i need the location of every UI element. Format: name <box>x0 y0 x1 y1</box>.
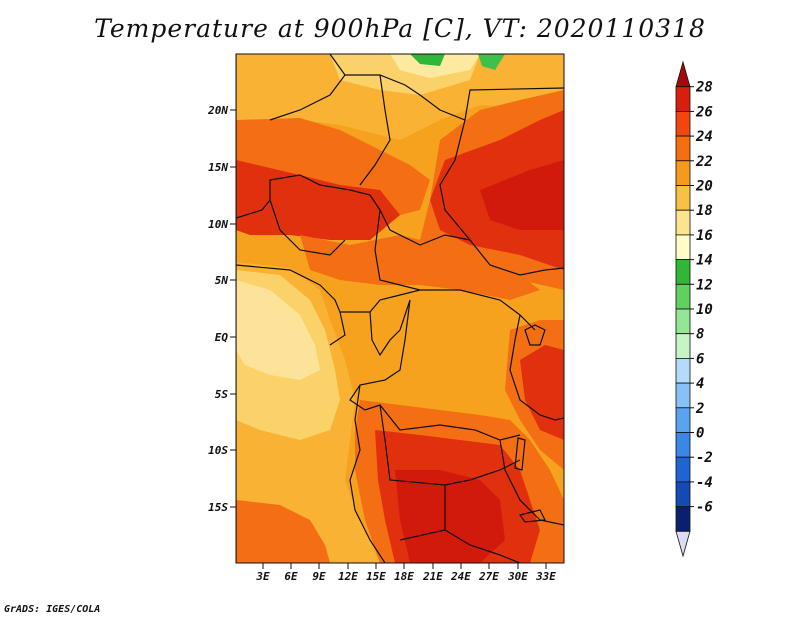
colorbar-label: -6 <box>696 500 713 516</box>
colorbar-swatch <box>675 382 691 409</box>
colorbar-swatch <box>675 456 691 483</box>
colorbar-label: 6 <box>696 351 704 367</box>
colorbar-swatch <box>675 185 691 211</box>
lon-label: 24E <box>450 570 471 583</box>
lat-label: EQ <box>215 331 229 344</box>
colorbar-label: 16 <box>696 228 713 244</box>
lat-label: 20N <box>207 104 228 117</box>
lon-label: 21E <box>422 570 443 583</box>
colorbar-label: 2 <box>695 401 704 417</box>
map-title: Temperature at 900hPa [C], VT: 202011031… <box>94 14 706 43</box>
colorbar-swatch <box>675 530 691 558</box>
lon-label: 3E <box>255 570 270 583</box>
lon-label: 15E <box>366 570 386 583</box>
colorbar-swatch <box>675 506 691 532</box>
lon-label: 9E <box>312 570 326 583</box>
lat-label: 10S <box>208 444 228 457</box>
colorbar-label: 22 <box>695 154 713 170</box>
colorbar-label: -2 <box>696 450 713 466</box>
colorbar-label: 8 <box>696 327 704 343</box>
colorbar-swatch <box>675 135 691 162</box>
lon-label: 27E <box>478 570 499 583</box>
colorbar-label: 10 <box>696 302 713 318</box>
map-frame <box>235 53 565 564</box>
credit-label: GrADS: IGES/COLA <box>4 604 101 615</box>
lat-label: 15N <box>208 161 228 174</box>
colorbar-swatch <box>675 86 691 112</box>
longitude-axis <box>262 563 547 569</box>
colorbar-label: 28 <box>695 80 713 96</box>
country-borders <box>236 54 564 563</box>
colorbar-swatch <box>675 234 691 260</box>
colorbar-swatch <box>675 60 691 88</box>
lon-label: 33E <box>535 570 556 583</box>
colorbar-swatch <box>675 333 691 359</box>
colorbar-swatch <box>675 209 691 236</box>
colorbar-label: 18 <box>696 203 713 219</box>
temperature-field <box>236 54 564 563</box>
colorbar-swatch <box>675 407 691 433</box>
colorbar-swatch <box>675 111 691 137</box>
colorbar-label: 0 <box>696 426 704 442</box>
lon-label: 18E <box>394 570 414 583</box>
lat-label: 5N <box>215 274 229 287</box>
colorbar-swatch <box>675 259 691 285</box>
lon-label: 12E <box>338 570 358 583</box>
lakes <box>514 324 546 523</box>
colorbar-swatch <box>675 481 691 507</box>
lon-label: 30E <box>507 570 528 583</box>
colorbar-label: 4 <box>696 376 704 392</box>
colorbar-swatch <box>675 283 691 310</box>
lat-label: 10N <box>208 218 228 231</box>
colorbar-label: 20 <box>695 179 713 195</box>
colorbar-label: 14 <box>696 253 713 269</box>
lat-label: 5S <box>215 388 229 401</box>
colorbar-swatch <box>675 432 691 458</box>
colorbar-swatch <box>675 160 691 186</box>
lat-label: 15S <box>208 501 228 514</box>
latitude-axis <box>230 109 236 508</box>
colorbar-label: 24 <box>695 129 713 145</box>
colorbar-label: 12 <box>696 277 713 293</box>
colorbar-swatch <box>675 357 691 384</box>
colorbar-label: -4 <box>696 475 713 491</box>
lon-label: 6E <box>284 570 298 583</box>
colorbar-swatch <box>675 308 691 335</box>
colorbar-label: 26 <box>695 104 713 120</box>
